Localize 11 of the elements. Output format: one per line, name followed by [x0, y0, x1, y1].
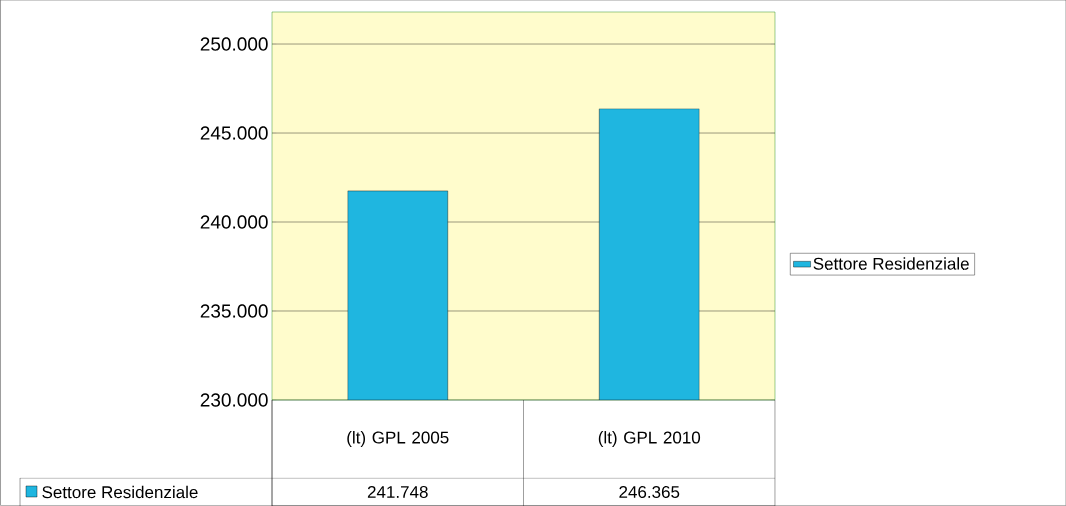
y-tick-label: 250.000: [200, 37, 268, 51]
text: Settore Residenziale: [42, 485, 198, 499]
x-tick-label: (lt) GPL 2010: [598, 431, 701, 447]
y-tick-label: 235.000: [200, 304, 268, 318]
x-tick-label: (lt) GPL 2005: [347, 431, 449, 447]
y-tick-label: 240.000: [200, 215, 268, 229]
y-tick-label: 230.000: [200, 393, 268, 407]
data-label: 241.748: [367, 485, 428, 499]
y-tick-label: 245.000: [200, 126, 268, 140]
legend-label: Settore Residenziale: [813, 257, 969, 270]
data-label: 246.365: [619, 485, 680, 499]
